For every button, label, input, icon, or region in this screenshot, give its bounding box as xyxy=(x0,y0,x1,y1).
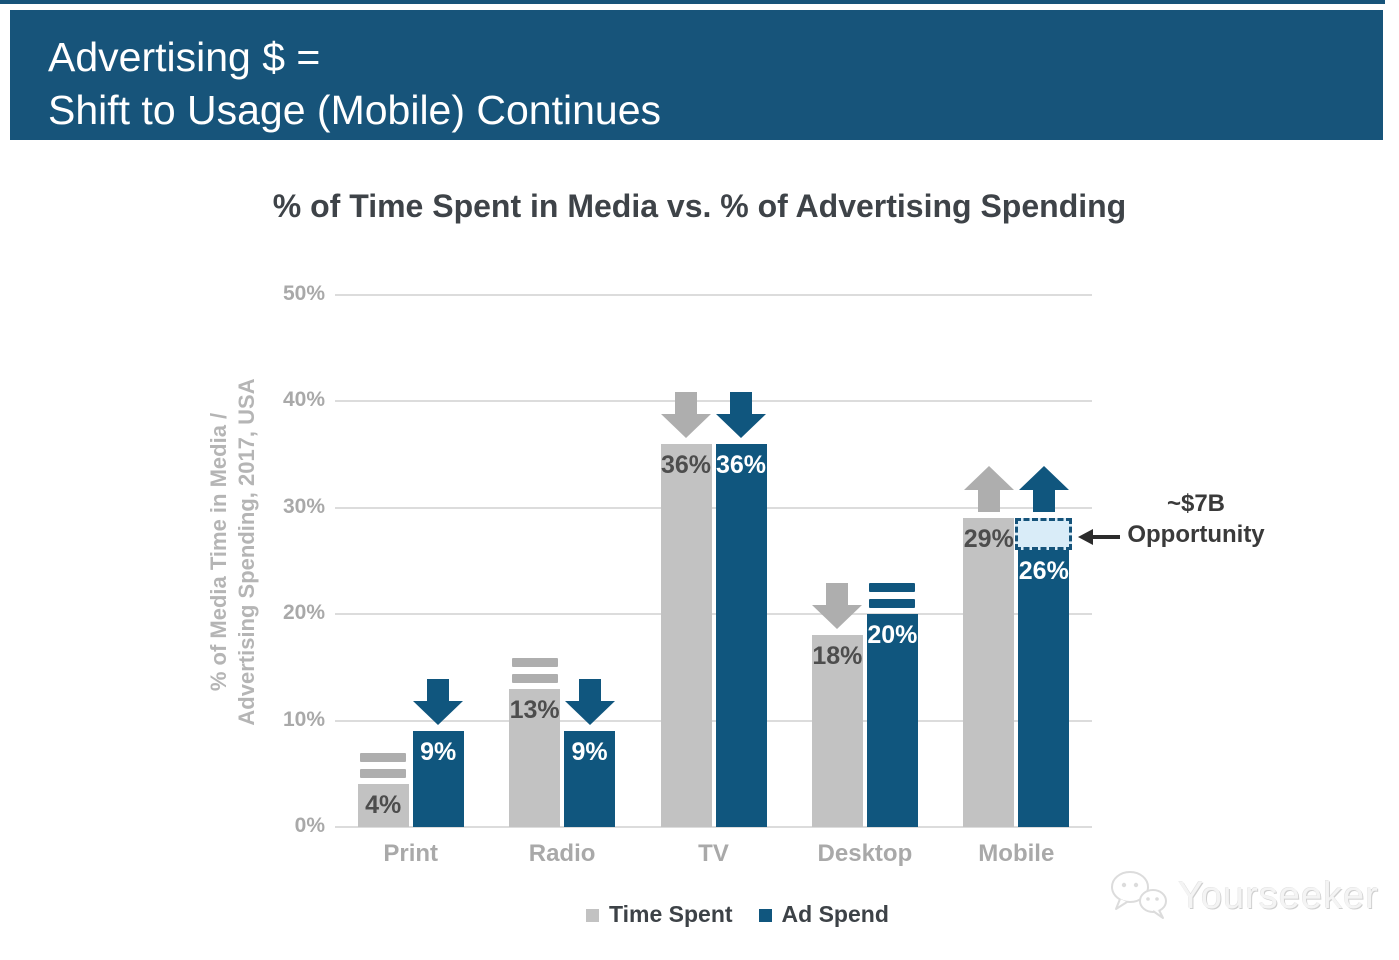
time-spent-swatch-icon xyxy=(586,909,599,922)
x-axis-label-desktop: Desktop xyxy=(817,840,913,867)
trend-equal-icon xyxy=(869,583,916,609)
bar-tv-ad-spend xyxy=(715,443,767,827)
bar-desktop-ad-spend xyxy=(866,614,918,827)
watermark: Yourseeker xyxy=(1108,868,1379,925)
slide-title-banner: Advertising $ = Shift to Usage (Mobile) … xyxy=(10,10,1383,140)
gridline xyxy=(335,294,1092,296)
bar-value-label: 29% xyxy=(963,525,1014,554)
trend-up-icon xyxy=(963,466,1014,513)
slide-title-line1: Advertising $ = xyxy=(48,34,321,80)
bar-print-ad-spend xyxy=(412,731,464,827)
bar-value-label: 20% xyxy=(867,621,918,650)
bar-value-label: 9% xyxy=(571,738,608,767)
bar-mobile-ad-spend xyxy=(1018,550,1070,827)
bar-value-label: 26% xyxy=(1018,557,1069,586)
gridline xyxy=(335,826,1092,828)
trend-equal-icon xyxy=(360,753,407,779)
y-tick-label: 10% xyxy=(282,707,325,731)
trend-down-icon xyxy=(716,391,766,438)
trend-equal-icon xyxy=(511,657,558,683)
slide-title-line2: Shift to Usage (Mobile) Continues xyxy=(48,87,662,133)
gridline xyxy=(335,719,1092,722)
bar-mobile-time-spent xyxy=(963,518,1015,827)
bar-value-label: 36% xyxy=(660,450,712,479)
bar-value-label: 4% xyxy=(365,791,402,820)
opportunity-gap-box xyxy=(1015,518,1073,551)
bar-value-label: 18% xyxy=(812,642,863,671)
trend-down-icon xyxy=(564,679,615,726)
bar-desktop-time-spent xyxy=(811,635,863,827)
bar-radio-ad-spend xyxy=(564,731,616,827)
chart-legend: Time Spent Ad Spend xyxy=(586,901,889,928)
ad-spend-swatch-icon xyxy=(758,909,772,922)
legend-label-time-spent: Time Spent xyxy=(609,901,733,927)
opportunity-annotation: ~$7B Opportunity xyxy=(1120,488,1272,550)
x-axis-label-mobile: Mobile xyxy=(978,840,1055,867)
chat-bubbles-icon xyxy=(1108,868,1170,925)
opportunity-annotation-line2: Opportunity xyxy=(1127,521,1265,548)
gridline xyxy=(335,506,1092,509)
bar-value-label: 13% xyxy=(509,695,560,724)
opportunity-annotation-line1: ~$7B xyxy=(1166,490,1226,517)
x-axis-label-tv: TV xyxy=(698,840,729,867)
gridline xyxy=(335,400,1092,403)
y-tick-label: 0% xyxy=(294,814,325,837)
bar-print-time-spent xyxy=(357,784,409,827)
x-axis-label-radio: Radio xyxy=(528,840,596,867)
y-tick-label: 20% xyxy=(282,601,325,625)
bar-value-label: 36% xyxy=(715,450,767,479)
bar-tv-time-spent xyxy=(660,443,712,827)
watermark-text: Yourseeker xyxy=(1178,875,1379,917)
gridline xyxy=(335,613,1092,616)
y-tick-label: 30% xyxy=(282,494,325,518)
top-accent-strip xyxy=(0,0,1385,4)
trend-down-icon xyxy=(413,679,464,726)
legend-item-ad-spend: Ad Spend xyxy=(758,901,889,928)
bar-radio-time-spent xyxy=(509,688,561,827)
y-tick-label: 40% xyxy=(282,388,325,412)
bar-value-label: 9% xyxy=(420,738,457,767)
annotation-arrow-icon xyxy=(1078,527,1121,547)
y-tick-label: 50% xyxy=(282,282,325,305)
legend-label-ad-spend: Ad Spend xyxy=(781,901,889,927)
trend-down-icon xyxy=(661,391,711,438)
x-axis-label-print: Print xyxy=(383,840,439,867)
trend-down-icon xyxy=(812,583,863,630)
trend-up-icon xyxy=(1018,466,1069,513)
chart-title: % of Time Spent in Media vs. % of Advert… xyxy=(272,188,1127,224)
legend-item-time-spent: Time Spent xyxy=(586,901,733,928)
